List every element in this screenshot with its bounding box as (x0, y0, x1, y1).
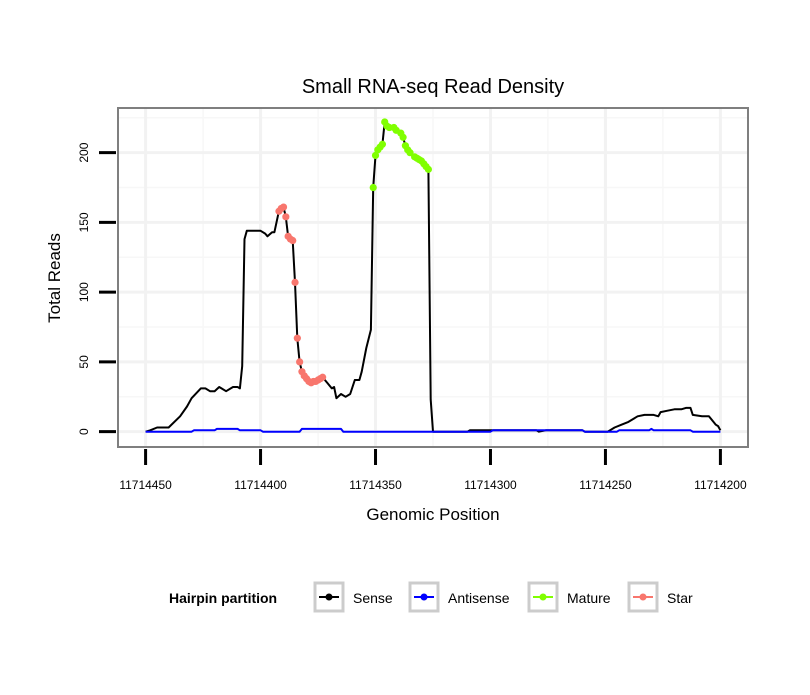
y-tick-label: 50 (77, 355, 91, 369)
x-tick-label: 11714300 (464, 478, 517, 492)
mature-point (424, 165, 433, 173)
y-tick-label: 0 (77, 428, 91, 435)
chart-title: Small RNA-seq Read Density (302, 76, 564, 98)
x-tick-label: 11714350 (349, 478, 402, 492)
legend-title: Hairpin partition (169, 590, 277, 606)
y-axis-ticks: 0 50 100 150 200 (77, 142, 116, 435)
star-point (296, 358, 304, 366)
y-axis-label: Total Reads (45, 233, 64, 323)
y-tick-label: 150 (77, 212, 91, 232)
star-point (293, 334, 301, 342)
x-tick-label: 11714400 (234, 478, 287, 492)
legend-item-sense: Sense (313, 581, 393, 613)
star-point (282, 213, 290, 221)
y-tick-label: 200 (77, 142, 91, 162)
legend-item-mature: Mature (527, 581, 611, 613)
y-tick-label: 100 (77, 282, 91, 302)
x-axis-label: Genomic Position (366, 505, 499, 524)
legend-item-star: Star (627, 581, 693, 613)
star-point (289, 236, 297, 245)
legend-key-point (639, 593, 647, 601)
sense-line (145, 121, 722, 433)
mature-point (399, 133, 407, 141)
legend-label: Mature (567, 590, 611, 606)
star-point (279, 203, 288, 211)
legend-key-point (539, 593, 547, 601)
legend-key-point (325, 593, 333, 601)
x-axis-ticks: 11714450 11714400 11714350 11714300 11714250… (119, 449, 747, 492)
grid-lines (118, 108, 748, 447)
legend-label: Star (667, 590, 693, 606)
legend-key-point (420, 593, 428, 601)
x-tick-label: 11714200 (694, 478, 747, 492)
x-tick-label: 11714250 (579, 478, 632, 492)
legend: Hairpin partition Sense Antisense Mature St… (169, 581, 693, 613)
legend-label: Sense (353, 590, 393, 606)
star-point (291, 278, 299, 286)
star-point (319, 373, 327, 381)
mature-point (406, 149, 414, 157)
legend-label: Antisense (448, 590, 510, 606)
antisense-line (145, 427, 721, 433)
mature-point (378, 140, 387, 148)
plot-border (117, 107, 749, 448)
series-points (275, 118, 433, 387)
legend-item-antisense: Antisense (408, 581, 510, 613)
mature-point (369, 183, 377, 192)
mature-point (371, 151, 380, 160)
series-lines (145, 121, 722, 433)
x-tick-label: 11714450 (119, 478, 172, 492)
